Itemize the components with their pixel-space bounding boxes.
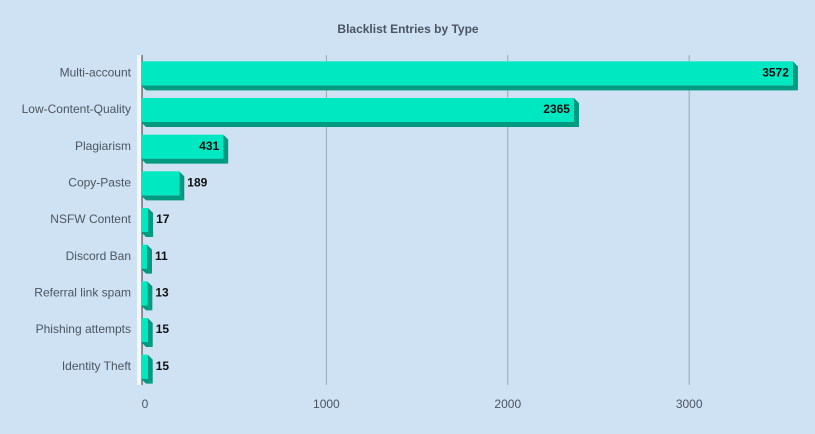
axis-wall [137, 55, 142, 385]
value-label: 17 [156, 212, 170, 226]
bar-side [223, 134, 229, 164]
value-label: 13 [155, 286, 169, 300]
value-label: 2365 [543, 102, 570, 116]
y-tick-label: Low-Content-Quality [22, 102, 131, 116]
bar-side [147, 354, 153, 384]
bar-shade [141, 195, 185, 201]
bar [141, 354, 148, 379]
bar [141, 98, 574, 122]
bar [141, 134, 224, 159]
bar [141, 208, 149, 232]
bar [141, 61, 793, 86]
bar-shade [141, 158, 229, 164]
y-tick-label: Copy-Paste [68, 176, 131, 190]
bar-shade [141, 268, 152, 274]
value-label: 431 [199, 139, 219, 153]
bar-side [573, 98, 579, 127]
y-tick-label: Phishing attempts [36, 322, 131, 336]
x-tick-label: 1000 [313, 397, 340, 411]
value-label: 15 [156, 359, 170, 373]
y-tick-label: Referral link spam [34, 286, 131, 300]
value-label: 11 [155, 249, 168, 263]
bar-side [179, 171, 185, 201]
y-tick-label: Multi-account [60, 66, 132, 80]
x-tick-label: 2000 [494, 397, 521, 411]
x-tick-label: 0 [142, 397, 149, 411]
x-tick-label: 3000 [676, 397, 703, 411]
bar-side [792, 61, 798, 91]
y-tick-label: Identity Theft [62, 359, 132, 373]
y-tick-label: Discord Ban [66, 249, 131, 263]
y-tick-label: Plagiarism [75, 139, 131, 153]
bar [141, 244, 147, 269]
y-tick-label: NSFW Content [50, 212, 131, 226]
bar-shade [141, 122, 579, 127]
bar-side [148, 208, 154, 237]
bar-shade [141, 342, 153, 347]
bar-side [146, 244, 152, 274]
bar-side [147, 318, 153, 347]
bar-shade [141, 85, 798, 91]
bar [141, 281, 148, 306]
value-label: 15 [156, 322, 170, 336]
value-label: 189 [187, 176, 207, 190]
bar-shade [141, 378, 153, 384]
bar-shade [141, 232, 154, 237]
value-label: 3572 [762, 66, 789, 80]
bar [141, 171, 180, 196]
chart-title: Blacklist Entries by Type [337, 22, 478, 36]
bar-shade [141, 305, 153, 311]
bar-side [147, 281, 153, 311]
bar [141, 318, 148, 342]
